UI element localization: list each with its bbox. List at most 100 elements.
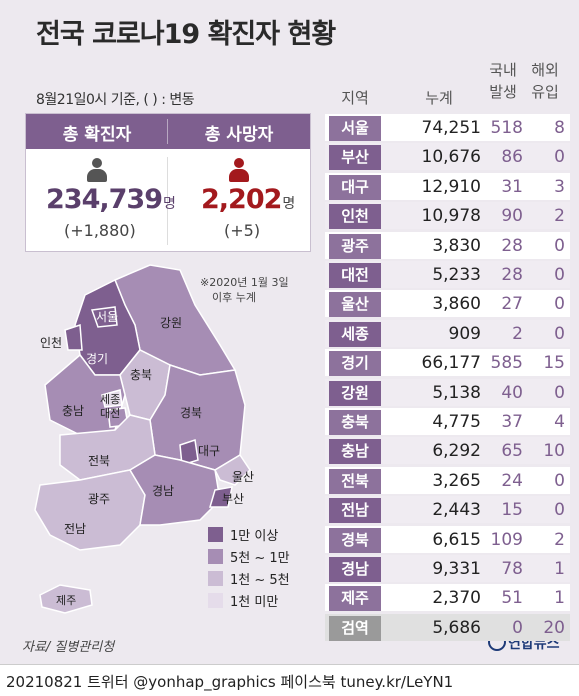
legend-swatch [208,571,223,586]
table-row: 전남 2,443 15 0 [325,496,570,524]
row-total: 5,686 [432,617,481,638]
region-incheon [64,323,83,351]
region-gyeongnam [128,454,221,526]
map-label-daegu: 대구 [198,444,220,458]
row-total: 6,615 [432,529,481,550]
row-overseas: 10 [543,441,565,462]
row-domestic: 51 [501,588,523,609]
table-row: 경남 9,331 78 1 [325,555,570,582]
row-region: 제주 [329,586,381,612]
map-label-seoul: 서울 [96,310,118,324]
korea-map: 서울 인천 경기 강원 충북 세종 대전 충남 경북 대구 전북 광주 전남 경… [34,264,254,614]
footer-text: 20210821 트위터 @yonhap_graphics 페이스북 tuney… [6,673,454,691]
row-total: 2,443 [432,500,481,521]
row-overseas: 0 [554,147,565,168]
footer: 20210821 트위터 @yonhap_graphics 페이스북 tuney… [0,664,579,696]
row-overseas: 2 [554,529,565,550]
row-overseas: 0 [554,265,565,285]
row-domestic: 518 [490,118,523,138]
row-domestic: 0 [512,617,523,638]
row-region: 검역 [329,615,381,641]
row-total: 4,775 [432,412,481,432]
body-divider [167,157,168,245]
table-row: 광주 3,830 28 0 [325,231,570,259]
row-domestic: 27 [501,294,523,315]
header-divider [167,119,168,144]
table-row: 전북 3,265 24 0 [325,466,570,494]
legend-label: 1만 이상 [230,529,279,544]
map-label-jeonbuk: 전북 [88,454,110,468]
row-domestic: 78 [501,559,523,579]
row-domestic: 15 [501,500,523,521]
row-domestic: 90 [501,206,523,227]
row-domestic: 40 [501,382,523,403]
table-row: 제주 2,370 51 1 [325,584,570,612]
row-domestic: 2 [512,323,523,344]
table-row: 울산 3,860 27 0 [325,290,570,318]
row-total: 10,978 [421,206,481,227]
row-region: 대구 [329,174,381,200]
person-icon [86,158,108,182]
row-total: 3,860 [432,294,481,315]
legend-item: 5천 ~ 1만 [208,547,328,566]
row-region: 경남 [329,557,381,582]
row-total: 2,370 [432,588,481,609]
table-row: 충남 6,292 65 10 [325,437,570,465]
table-row: 검역 5,686 0 20 [325,613,570,641]
row-total: 10,676 [421,147,481,168]
map-label-daejeon: 대전 [100,407,120,420]
confirmed-value-wrap: 234,739명 [46,184,176,215]
legend-label: 1천 미만 [230,595,279,610]
row-domestic: 28 [501,265,523,285]
map-label-jeonnam: 전남 [64,522,86,536]
row-total: 12,910 [421,176,481,197]
row-overseas: 2 [554,206,565,227]
row-region: 광주 [329,233,381,259]
row-total: 74,251 [421,118,481,138]
row-overseas: 1 [554,588,565,609]
row-overseas: 0 [554,235,565,256]
row-domestic: 585 [490,353,523,374]
deaths-label: 총 사망자 [204,125,274,145]
row-domestic: 109 [490,529,523,550]
map-label-gyeongnam: 경남 [152,484,174,498]
confirmed-label: 총 확진자 [62,125,132,145]
row-total: 3,830 [432,235,481,256]
summary-box: 총 확진자 총 사망자 234,739명 (+1,880) 2,202명 (+5… [25,113,311,252]
row-domestic: 65 [501,441,523,462]
legend-swatch [208,527,223,542]
confirmed-value: 234,739 [46,184,163,215]
date-basis: 8월21일0시 기준, ( ) : 변동 [36,92,195,108]
header-overseas-1: 해외 [531,61,559,79]
row-overseas: 0 [554,382,565,403]
row-domestic: 86 [501,147,523,168]
row-overseas: 0 [554,500,565,521]
region-daegu [179,439,199,466]
row-region: 충북 [329,410,381,435]
row-region: 인천 [329,204,381,230]
table-row: 경북 6,615 109 2 [325,525,570,553]
map-label-chungnam: 충남 [62,404,84,418]
region-busan [208,486,233,508]
row-overseas: 8 [554,118,565,138]
map-label-gwangju: 광주 [88,492,110,506]
table-row: 경기 66,177 585 15 [325,349,570,377]
row-region: 충남 [329,439,381,465]
table-row: 대구 12,910 31 3 [325,172,570,200]
row-overseas: 0 [554,323,565,344]
table-row: 강원 5,138 40 0 [325,378,570,406]
row-region: 부산 [329,145,381,171]
legend-swatch [208,549,223,564]
row-domestic: 28 [501,235,523,256]
row-region: 강원 [329,380,381,406]
region-seoul [90,306,118,328]
header-domestic-2: 발생 [489,83,517,101]
map-label-gyeongbuk: 경북 [180,406,202,420]
row-region: 세종 [329,321,381,347]
row-overseas: 4 [554,412,565,432]
row-total: 5,138 [432,382,481,403]
region-sejong [101,389,123,408]
map-label-incheon: 인천 [40,335,62,350]
row-overseas: 15 [543,353,565,374]
header-domestic-1: 국내 [489,61,517,79]
